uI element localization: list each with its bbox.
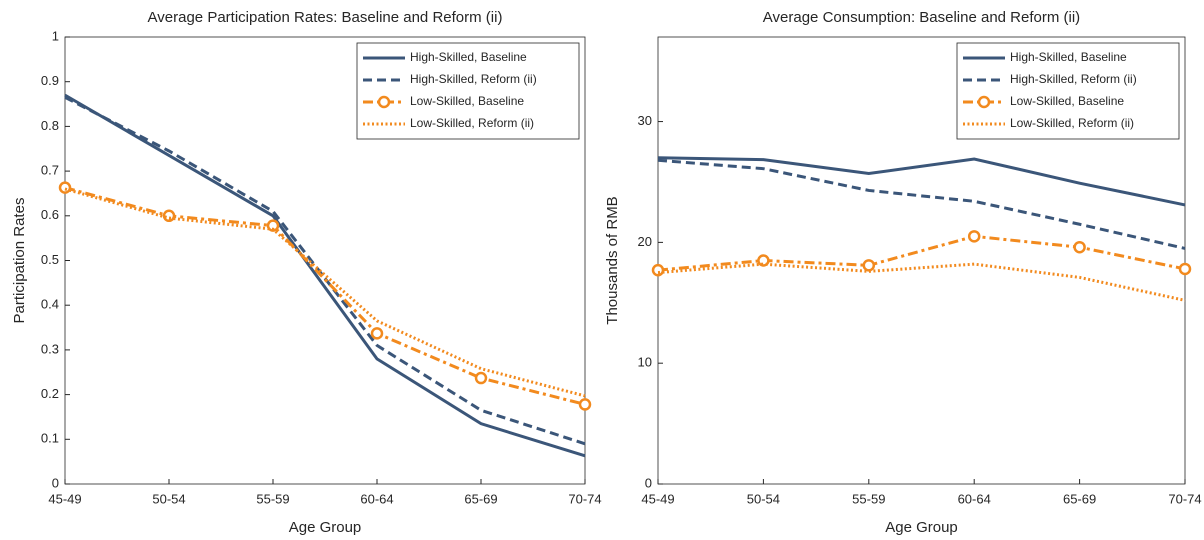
- data-point: [1178, 262, 1192, 276]
- series-line: [64, 93, 586, 458]
- series-line: [64, 186, 586, 406]
- y-tick-label: 0.1: [41, 431, 59, 446]
- y-axis-label: Participation Rates: [11, 198, 28, 324]
- legend-marker: [977, 95, 991, 109]
- x-tick-label: 45-49: [48, 491, 81, 506]
- legend-marker: [377, 95, 391, 109]
- y-tick-label: 30: [638, 113, 652, 128]
- data-point: [967, 230, 981, 243]
- series-line: [657, 158, 1186, 250]
- data-point: [578, 398, 592, 411]
- data-point: [1073, 240, 1086, 254]
- x-tick-label: 70-74: [1168, 491, 1201, 506]
- y-tick-label: 0.9: [41, 73, 59, 88]
- y-tick-label: 0.3: [41, 341, 59, 356]
- legend-label: High-Skilled, Reform (ii): [410, 72, 537, 86]
- x-tick-label: 55-59: [852, 491, 885, 506]
- x-tick-label: 50-54: [152, 491, 185, 506]
- x-tick-label: 65-69: [1063, 491, 1096, 506]
- x-tick-label: 55-59: [256, 491, 289, 506]
- legend-label: High-Skilled, Baseline: [1010, 50, 1127, 64]
- data-point: [474, 371, 488, 385]
- legend-label: Low-Skilled, Reform (ii): [1010, 116, 1134, 130]
- series-line: [657, 234, 1186, 272]
- y-tick-label: 0.5: [41, 252, 59, 267]
- data-point: [162, 209, 176, 223]
- y-tick-label: 0.8: [41, 118, 59, 133]
- data-point: [58, 181, 72, 194]
- series-line: [64, 187, 586, 398]
- x-axis-label: Age Group: [885, 519, 958, 536]
- data-point: [370, 327, 384, 340]
- data-point: [266, 219, 280, 232]
- y-tick-label: 0.4: [41, 297, 59, 312]
- y-tick-label: 20: [638, 234, 652, 249]
- chart-title: Average Participation Rates: Baseline an…: [148, 9, 503, 26]
- x-axis-label: Age Group: [289, 519, 362, 536]
- y-tick-label: 10: [638, 355, 652, 370]
- y-tick-label: 0: [645, 475, 652, 490]
- legend-label: Low-Skilled, Reform (ii): [410, 116, 534, 130]
- data-point: [862, 259, 876, 272]
- x-tick-label: 60-64: [958, 491, 991, 506]
- series-line: [657, 156, 1186, 207]
- y-axis-label: Thousands of RMB: [604, 196, 621, 324]
- x-tick-label: 65-69: [464, 491, 497, 506]
- legend-label: High-Skilled, Baseline: [410, 50, 527, 64]
- legend-label: High-Skilled, Reform (ii): [1010, 72, 1137, 86]
- legend-label: Low-Skilled, Baseline: [1010, 94, 1124, 108]
- x-tick-label: 70-74: [568, 491, 601, 506]
- y-tick-label: 0.7: [41, 163, 59, 178]
- y-tick-label: 0.2: [41, 386, 59, 401]
- y-tick-label: 0: [52, 475, 59, 490]
- plot-frame: [64, 36, 586, 485]
- x-tick-label: 50-54: [747, 491, 780, 506]
- y-tick-label: 0.6: [41, 207, 59, 222]
- plot-frame: [657, 36, 1186, 485]
- y-tick-label: 1: [52, 28, 59, 43]
- x-tick-label: 45-49: [641, 491, 674, 506]
- legend-label: Low-Skilled, Baseline: [410, 94, 524, 108]
- series-line: [657, 262, 1186, 302]
- series-line: [64, 96, 586, 446]
- data-point: [651, 263, 665, 277]
- x-tick-label: 60-64: [360, 491, 393, 506]
- chart-title: Average Consumption: Baseline and Reform…: [763, 9, 1080, 26]
